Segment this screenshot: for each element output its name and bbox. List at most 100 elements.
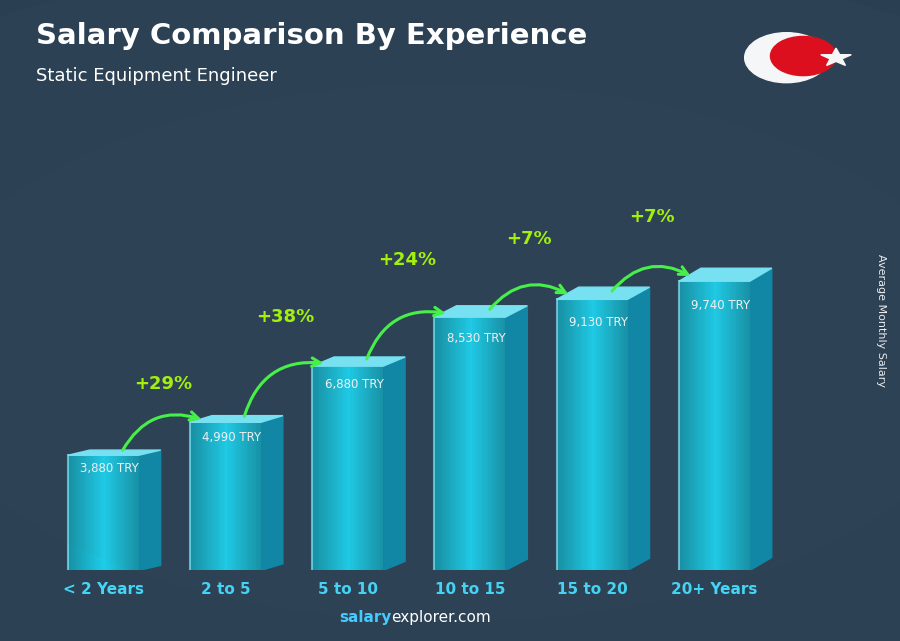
- Bar: [338, 366, 340, 570]
- Bar: [488, 317, 490, 570]
- Bar: [73, 455, 75, 570]
- Bar: [464, 317, 466, 570]
- Bar: [115, 455, 117, 570]
- Text: Salary Comparison By Experience: Salary Comparison By Experience: [36, 22, 587, 51]
- Bar: [587, 299, 589, 570]
- Bar: [133, 455, 135, 570]
- Bar: [558, 299, 560, 570]
- Bar: [461, 317, 463, 570]
- Bar: [448, 317, 450, 570]
- Bar: [436, 317, 438, 570]
- Bar: [486, 317, 488, 570]
- Bar: [722, 281, 724, 570]
- Bar: [697, 281, 698, 570]
- Polygon shape: [557, 287, 650, 299]
- Bar: [247, 422, 248, 570]
- Bar: [346, 366, 347, 570]
- Bar: [565, 299, 567, 570]
- Bar: [737, 281, 739, 570]
- Bar: [69, 455, 71, 570]
- Bar: [117, 455, 119, 570]
- Circle shape: [770, 37, 836, 76]
- Bar: [720, 281, 722, 570]
- Bar: [744, 281, 746, 570]
- Bar: [82, 455, 84, 570]
- Bar: [585, 299, 587, 570]
- Bar: [746, 281, 748, 570]
- Bar: [68, 455, 69, 570]
- Bar: [89, 455, 91, 570]
- Bar: [620, 299, 622, 570]
- Bar: [466, 317, 468, 570]
- Bar: [353, 366, 355, 570]
- Bar: [603, 299, 605, 570]
- Bar: [128, 455, 130, 570]
- Bar: [706, 281, 707, 570]
- Bar: [728, 281, 730, 570]
- Bar: [199, 422, 201, 570]
- Bar: [605, 299, 607, 570]
- Text: +29%: +29%: [134, 374, 192, 393]
- Bar: [457, 317, 459, 570]
- Bar: [229, 422, 230, 570]
- Bar: [190, 422, 192, 570]
- Text: 6,880 TRY: 6,880 TRY: [325, 378, 383, 392]
- Bar: [371, 366, 373, 570]
- Bar: [195, 422, 197, 570]
- Bar: [201, 422, 203, 570]
- Bar: [626, 299, 627, 570]
- Bar: [601, 299, 603, 570]
- Text: +38%: +38%: [256, 308, 314, 326]
- Bar: [130, 455, 131, 570]
- Bar: [446, 317, 447, 570]
- Bar: [124, 455, 126, 570]
- Bar: [254, 422, 256, 570]
- Bar: [250, 422, 252, 570]
- Bar: [96, 455, 98, 570]
- Bar: [557, 299, 558, 570]
- Text: +7%: +7%: [507, 229, 553, 247]
- Bar: [438, 317, 440, 570]
- Bar: [376, 366, 378, 570]
- Bar: [114, 455, 115, 570]
- Text: Static Equipment Engineer: Static Equipment Engineer: [36, 67, 277, 85]
- Bar: [312, 366, 314, 570]
- Bar: [137, 455, 139, 570]
- Bar: [454, 317, 455, 570]
- Text: 4,990 TRY: 4,990 TRY: [202, 431, 262, 444]
- Bar: [567, 299, 569, 570]
- Polygon shape: [139, 450, 161, 570]
- Bar: [734, 281, 735, 570]
- Bar: [320, 366, 321, 570]
- Bar: [589, 299, 590, 570]
- Bar: [571, 299, 572, 570]
- Bar: [689, 281, 691, 570]
- Bar: [332, 366, 334, 570]
- Polygon shape: [750, 268, 772, 570]
- Bar: [742, 281, 744, 570]
- Bar: [490, 317, 491, 570]
- Bar: [84, 455, 86, 570]
- Bar: [378, 366, 380, 570]
- Bar: [112, 455, 114, 570]
- Polygon shape: [261, 415, 283, 570]
- Bar: [495, 317, 497, 570]
- Bar: [686, 281, 688, 570]
- Bar: [583, 299, 585, 570]
- Bar: [444, 317, 446, 570]
- Bar: [599, 299, 601, 570]
- Bar: [702, 281, 704, 570]
- Bar: [245, 422, 247, 570]
- Bar: [576, 299, 578, 570]
- Bar: [594, 299, 596, 570]
- Bar: [624, 299, 625, 570]
- Bar: [252, 422, 254, 570]
- Bar: [327, 366, 328, 570]
- Bar: [373, 366, 374, 570]
- Bar: [365, 366, 367, 570]
- Text: +24%: +24%: [378, 251, 436, 269]
- Bar: [590, 299, 592, 570]
- Polygon shape: [383, 357, 405, 570]
- Bar: [337, 366, 338, 570]
- Polygon shape: [190, 415, 283, 422]
